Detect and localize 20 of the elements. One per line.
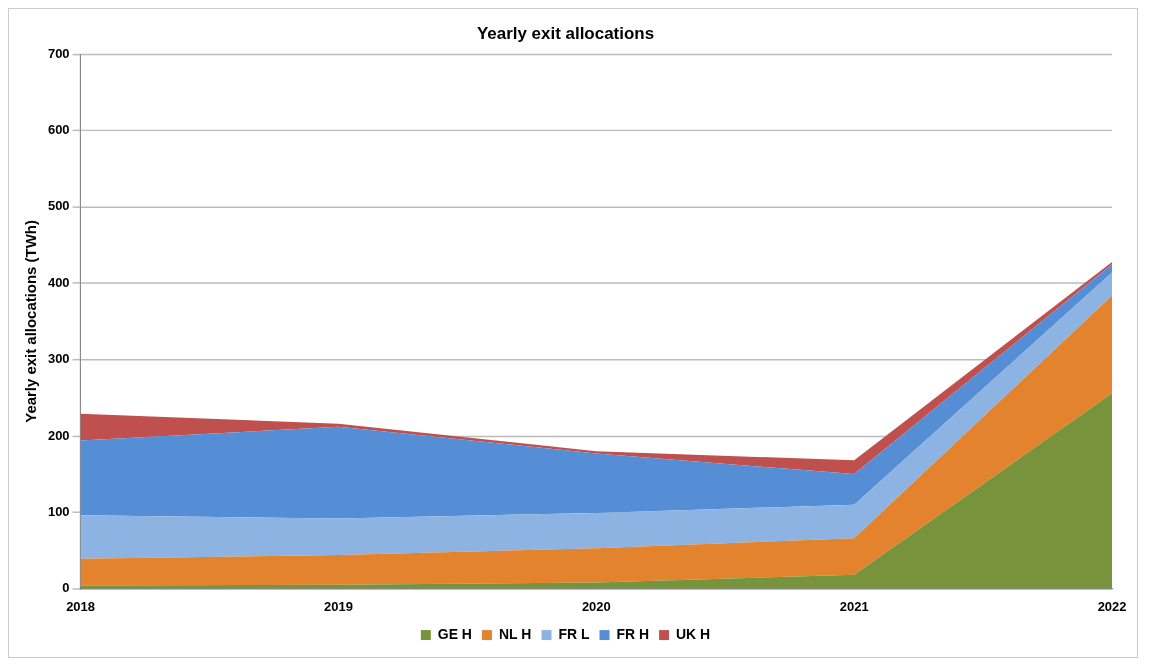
- x-tick-label: 2019: [324, 598, 353, 614]
- y-tick-label: 700: [47, 45, 70, 61]
- legend-label: FR L: [558, 625, 590, 642]
- x-tick-label: 2020: [581, 598, 611, 614]
- chart-title: Yearly exit allocations: [476, 23, 655, 43]
- legend-label: FR H: [616, 625, 650, 642]
- legend-label: NL H: [498, 625, 532, 642]
- y-tick-label: 100: [47, 503, 70, 519]
- x-tick-label: 2021: [839, 598, 869, 614]
- y-tick-label: 500: [47, 198, 70, 214]
- y-axis-title: Yearly exit allocations (TWh): [22, 220, 40, 423]
- y-tick-label: 0: [62, 580, 70, 596]
- y-tick-label: 300: [47, 351, 70, 367]
- legend-label: UK H: [676, 625, 711, 642]
- x-tick-label: 2022: [1097, 598, 1127, 614]
- y-tick-label: 200: [47, 427, 70, 443]
- x-tick-label: 2018: [66, 598, 95, 614]
- legend-label: GE H: [437, 625, 472, 642]
- y-tick-label: 400: [47, 274, 70, 290]
- y-tick-label: 600: [47, 122, 70, 138]
